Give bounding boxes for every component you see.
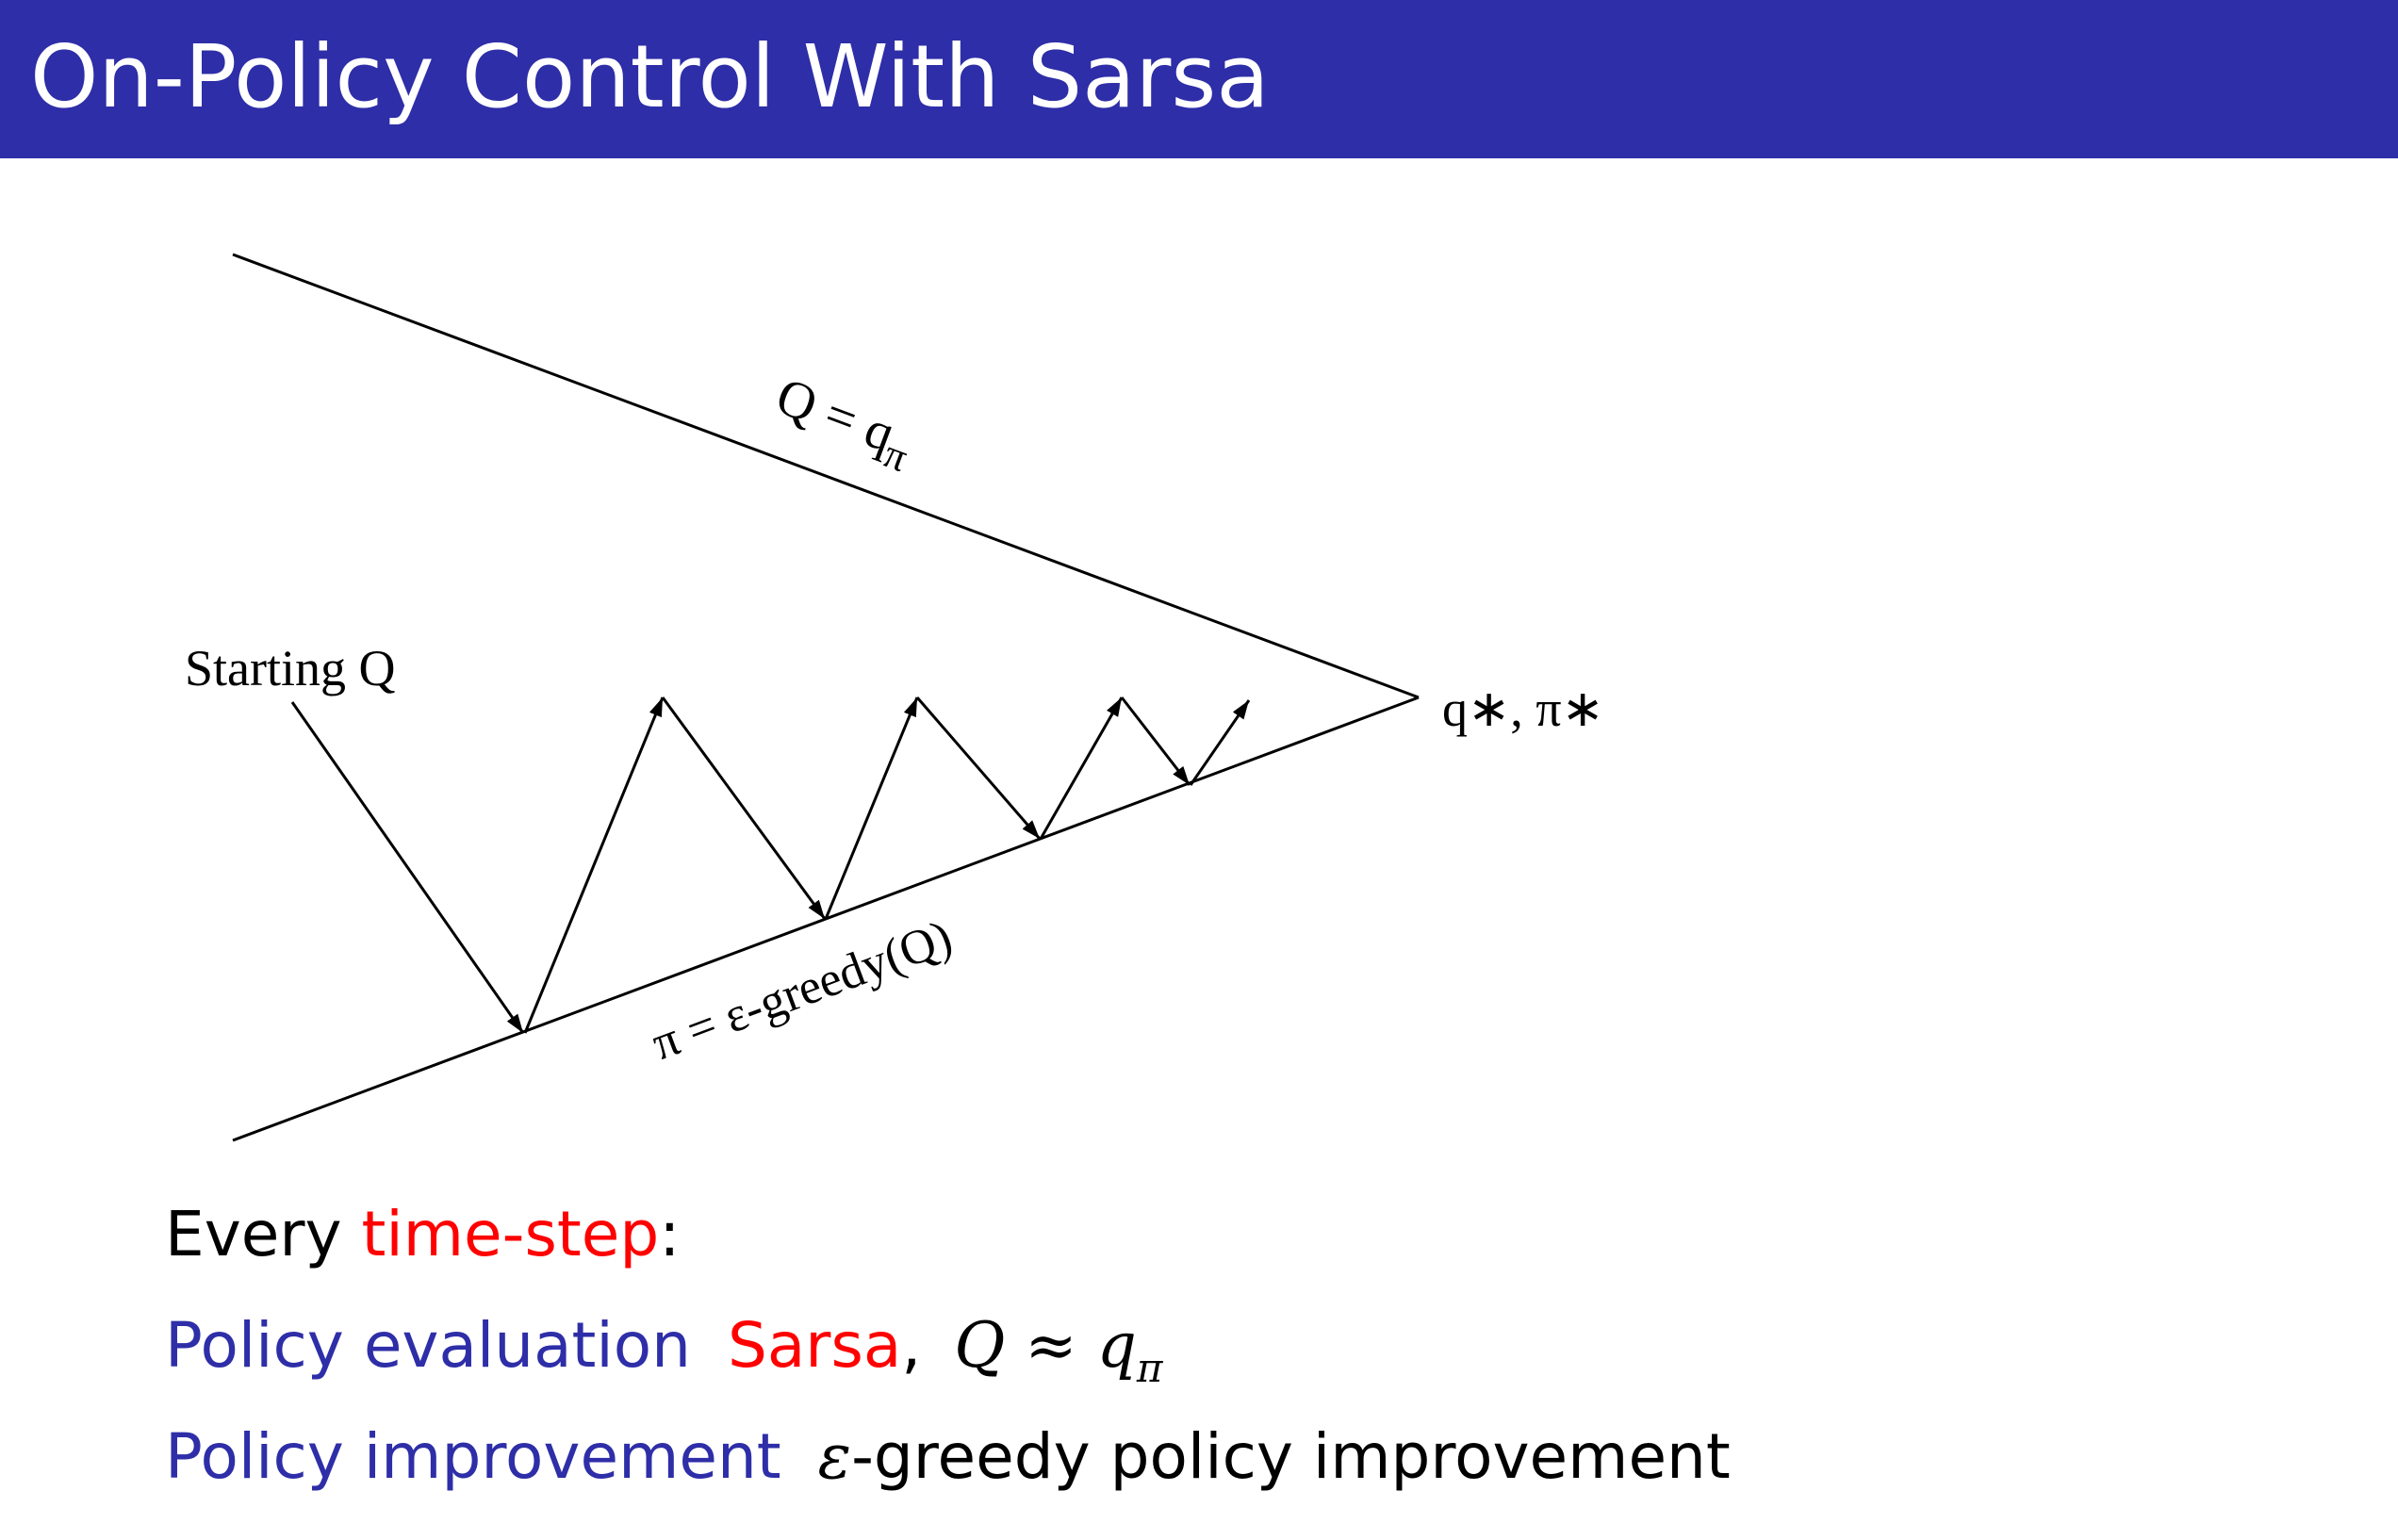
improvement-method: -greedy policy improvement	[851, 1420, 1731, 1493]
arrow-2	[661, 696, 827, 920]
upper-boundary-line	[232, 253, 1420, 699]
title-bar: On-Policy Control With Sarsa	[0, 0, 2398, 158]
arrow-3	[824, 696, 919, 920]
q-approx-sub: π	[1136, 1345, 1163, 1391]
policy-evaluation-label: Policy evaluation	[165, 1309, 691, 1382]
timestep-highlight: time-step	[361, 1198, 660, 1270]
policy-improvement-line: Policy improvement ε-greedy policy impro…	[165, 1419, 1731, 1495]
q-approx-expression: Q ≈ qπ	[954, 1309, 1162, 1391]
start-label: Starting Q	[185, 640, 396, 696]
upper-line-label: Q = qπ	[765, 367, 922, 481]
upper-label-main: Q = q	[768, 367, 902, 464]
epsilon-symbol: ε	[817, 1420, 852, 1493]
optimal-label: q∗, π∗	[1442, 680, 1604, 737]
convergence-arrows	[290, 696, 1251, 1034]
arrow-1	[523, 696, 665, 1034]
arrow-start	[290, 701, 525, 1034]
eval-comma: ,	[901, 1309, 922, 1382]
arrow-4	[915, 696, 1042, 840]
slide-title: On-Policy Control With Sarsa	[30, 26, 1270, 127]
arrow-5	[1039, 696, 1124, 840]
policy-improvement-label: Policy improvement	[165, 1420, 781, 1493]
every-prefix: Every	[165, 1198, 362, 1270]
every-timestep-line: Every time-step:	[165, 1197, 681, 1272]
lower-line-label: π = ε-greedy(Q)	[645, 910, 959, 1072]
arrow-7	[1189, 699, 1251, 786]
every-suffix: :	[659, 1198, 681, 1270]
q-approx-main: Q ≈ q	[954, 1309, 1137, 1382]
policy-evaluation-line: Policy evaluation Sarsa, Q ≈ qπ	[165, 1308, 1162, 1406]
sarsa-method: Sarsa	[727, 1309, 902, 1382]
arrow-6	[1120, 696, 1191, 786]
